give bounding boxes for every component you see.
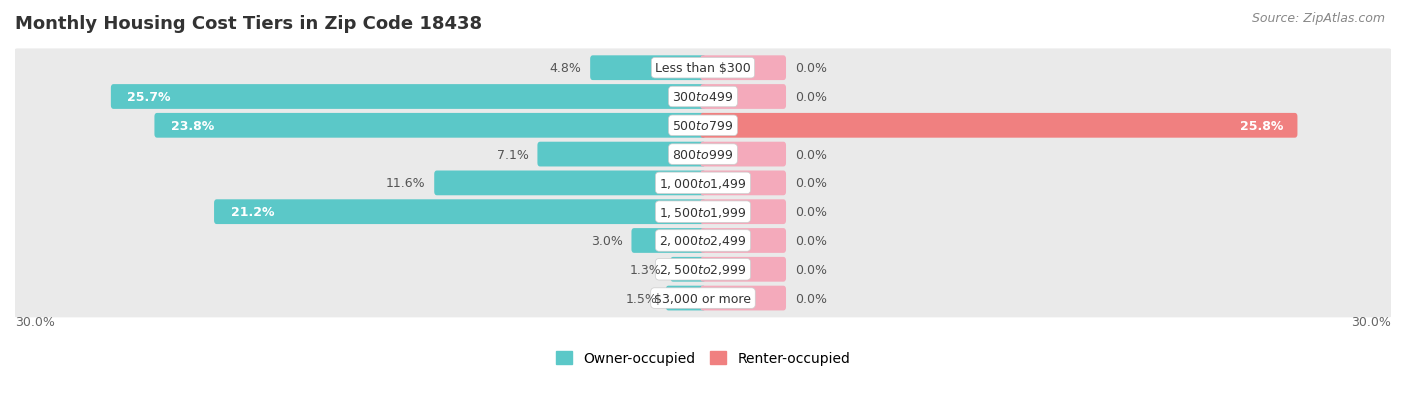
FancyBboxPatch shape <box>13 107 1393 145</box>
FancyBboxPatch shape <box>13 135 1393 174</box>
Text: $800 to $999: $800 to $999 <box>672 148 734 161</box>
FancyBboxPatch shape <box>700 257 786 282</box>
FancyBboxPatch shape <box>700 85 786 109</box>
FancyBboxPatch shape <box>13 250 1393 289</box>
Text: $1,000 to $1,499: $1,000 to $1,499 <box>659 176 747 190</box>
Text: 0.0%: 0.0% <box>794 177 827 190</box>
FancyBboxPatch shape <box>700 142 786 167</box>
FancyBboxPatch shape <box>13 222 1393 260</box>
FancyBboxPatch shape <box>631 228 706 253</box>
Text: 11.6%: 11.6% <box>385 177 426 190</box>
Text: Less than $300: Less than $300 <box>655 62 751 75</box>
FancyBboxPatch shape <box>700 286 786 311</box>
Text: 4.8%: 4.8% <box>550 62 582 75</box>
Text: 0.0%: 0.0% <box>794 263 827 276</box>
Text: $500 to $799: $500 to $799 <box>672 119 734 133</box>
Text: 25.7%: 25.7% <box>128 91 172 104</box>
Text: 0.0%: 0.0% <box>794 91 827 104</box>
FancyBboxPatch shape <box>666 286 706 311</box>
Text: Monthly Housing Cost Tiers in Zip Code 18438: Monthly Housing Cost Tiers in Zip Code 1… <box>15 15 482 33</box>
Text: 30.0%: 30.0% <box>1351 316 1391 328</box>
FancyBboxPatch shape <box>13 279 1393 318</box>
Text: $2,000 to $2,499: $2,000 to $2,499 <box>659 234 747 248</box>
FancyBboxPatch shape <box>700 56 786 81</box>
Text: Source: ZipAtlas.com: Source: ZipAtlas.com <box>1251 12 1385 25</box>
FancyBboxPatch shape <box>591 56 706 81</box>
FancyBboxPatch shape <box>13 78 1393 116</box>
FancyBboxPatch shape <box>13 193 1393 231</box>
Text: 25.8%: 25.8% <box>1240 119 1284 133</box>
FancyBboxPatch shape <box>214 200 706 225</box>
FancyBboxPatch shape <box>700 200 786 225</box>
Text: 0.0%: 0.0% <box>794 235 827 247</box>
Text: 21.2%: 21.2% <box>231 206 274 218</box>
Text: 0.0%: 0.0% <box>794 62 827 75</box>
FancyBboxPatch shape <box>671 257 706 282</box>
FancyBboxPatch shape <box>155 114 706 138</box>
FancyBboxPatch shape <box>13 49 1393 88</box>
FancyBboxPatch shape <box>13 164 1393 203</box>
Text: 3.0%: 3.0% <box>591 235 623 247</box>
Text: $2,500 to $2,999: $2,500 to $2,999 <box>659 263 747 277</box>
Text: 7.1%: 7.1% <box>496 148 529 161</box>
Text: $3,000 or more: $3,000 or more <box>655 292 751 305</box>
Text: 23.8%: 23.8% <box>172 119 214 133</box>
Text: 1.3%: 1.3% <box>630 263 662 276</box>
FancyBboxPatch shape <box>700 114 1298 138</box>
FancyBboxPatch shape <box>700 228 786 253</box>
Text: $1,500 to $1,999: $1,500 to $1,999 <box>659 205 747 219</box>
FancyBboxPatch shape <box>537 142 706 167</box>
FancyBboxPatch shape <box>700 171 786 196</box>
FancyBboxPatch shape <box>434 171 706 196</box>
Text: 0.0%: 0.0% <box>794 292 827 305</box>
Text: $300 to $499: $300 to $499 <box>672 91 734 104</box>
Text: 30.0%: 30.0% <box>15 316 55 328</box>
Legend: Owner-occupied, Renter-occupied: Owner-occupied, Renter-occupied <box>550 346 856 371</box>
Text: 1.5%: 1.5% <box>626 292 657 305</box>
FancyBboxPatch shape <box>111 85 706 109</box>
Text: 0.0%: 0.0% <box>794 148 827 161</box>
Text: 0.0%: 0.0% <box>794 206 827 218</box>
